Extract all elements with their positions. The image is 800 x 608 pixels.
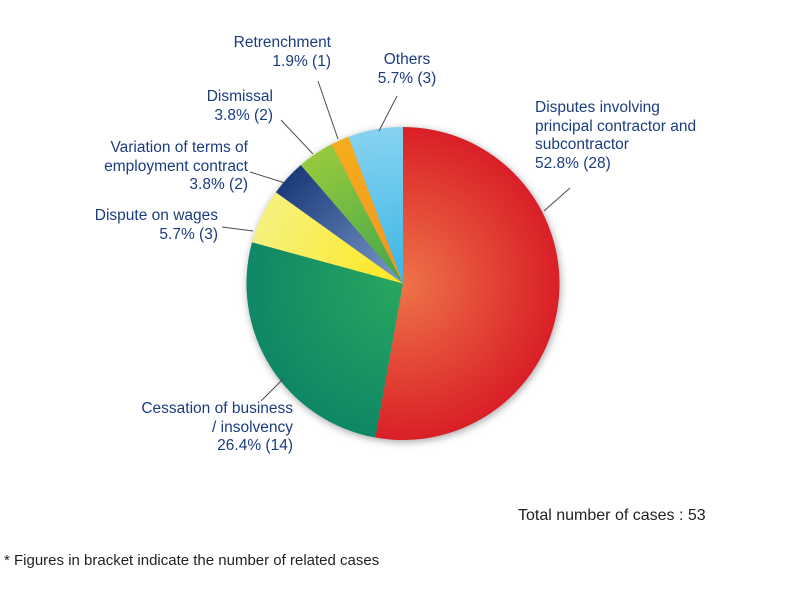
slice-value: 5.7% (3) [377,69,437,87]
slice-label-variation-of-terms: Variation of terms of employment contrac… [28,139,248,195]
pie-slices-group [246,127,560,440]
slice-label-dismissal: Dismissal 3.8% (2) [113,88,273,125]
slice-label-disputes-principal-subcontractor: Disputes involving principal contractor … [535,99,745,173]
slice-value: 5.7% (3) [159,225,218,243]
pie-slice-0 [375,127,560,440]
pie-slice-6 [348,127,403,284]
slice-label-dispute-on-wages: Dispute on wages 5.7% (3) [18,207,218,244]
slice-label-cessation-insolvency: Cessation of business / insolvency 26.4%… [73,400,293,456]
leader-line-0 [543,187,571,212]
pie-slice-2 [252,192,403,284]
leader-line-5 [317,80,339,140]
slice-name: Variation of terms of employment contrac… [104,139,248,175]
leader-line-6 [378,95,398,132]
slice-name: Others [383,51,431,68]
leader-line-2 [221,226,254,232]
slice-value: 3.8% (2) [214,106,273,124]
leader-line-3 [249,171,286,184]
slice-value: 3.8% (2) [189,176,248,193]
slice-name: Cessation of business / insolvency [141,400,293,436]
pie-slice-3 [275,164,403,284]
slice-name: Disputes involving principal contractor … [535,99,697,153]
pie-slice-5 [331,136,403,284]
slice-label-others: Others 5.7% (3) [347,51,467,88]
pie-slice-4 [300,144,403,284]
slice-name: Dispute on wages [94,207,218,224]
slice-label-retrenchment: Retrenchment 1.9% (1) [151,34,331,71]
total-cases-label: Total number of cases : 53 [518,507,706,524]
footnote: * Figures in bracket indicate the number… [4,552,380,569]
leader-line-4 [280,119,314,155]
pie-slice-1 [246,242,403,438]
slice-value: 26.4% (14) [217,437,293,454]
leader-line-1 [260,377,285,402]
slice-value: 52.8% (28) [535,154,611,172]
slice-name: Retrenchment [233,34,331,51]
slice-value: 1.9% (1) [272,52,331,70]
slice-name: Dismissal [206,88,273,105]
